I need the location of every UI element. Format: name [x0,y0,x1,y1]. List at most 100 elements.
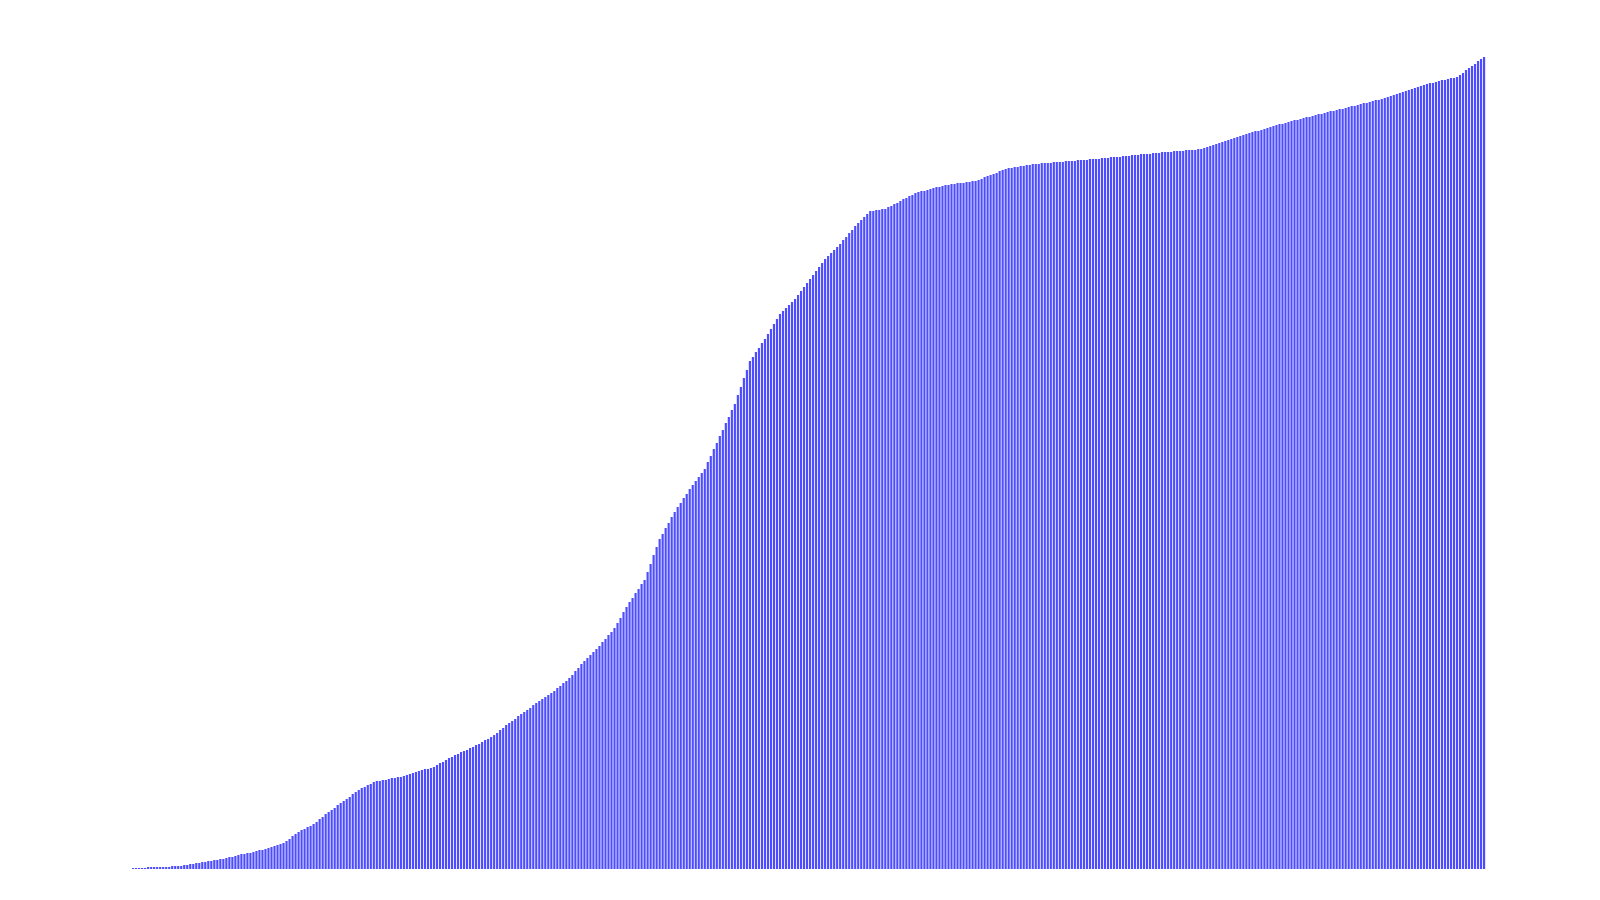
bar [745,370,748,869]
bar [592,652,595,869]
bar [447,758,451,869]
bar [664,528,667,869]
bar [646,572,649,869]
bar [875,210,878,869]
bar [796,295,800,869]
bar [691,485,694,869]
bar [1200,149,1203,869]
bar [526,710,529,869]
bar [920,191,923,869]
bar [1383,98,1386,869]
bar [568,678,571,869]
bar [465,750,469,869]
bar [790,302,794,869]
bar [640,584,643,869]
bar [673,512,676,869]
bar [1215,144,1218,869]
bar [1416,87,1419,869]
bar [634,593,637,869]
bar [1248,133,1251,869]
bar [273,846,276,869]
bar [505,725,508,869]
bar [950,184,953,869]
bar [1142,154,1146,869]
bar [1410,89,1413,869]
bar [583,661,586,869]
bar [450,757,454,869]
bar [354,792,357,869]
bar [1425,84,1428,869]
bar [748,361,751,869]
bar [267,848,270,869]
bar [210,861,213,869]
bar [135,868,138,869]
bar [1091,159,1095,869]
bar-series [132,57,1486,869]
bar [772,324,776,869]
bar [628,602,631,869]
bar [1446,79,1450,869]
bar [195,863,198,869]
bar [1347,107,1350,869]
bar [285,841,288,869]
bar [228,857,231,869]
bar [941,186,944,869]
bar [1269,127,1272,869]
bar [1052,162,1055,869]
bar [456,754,460,869]
bar [974,181,977,869]
bar [619,618,622,869]
bar [1434,82,1438,869]
bar [1332,111,1335,869]
bar [306,827,309,869]
bar [565,681,568,869]
bar [481,742,484,869]
bar [1079,160,1082,869]
bar [384,780,387,869]
bar [1380,99,1383,869]
bar [893,204,896,869]
bar [499,730,502,869]
bar [330,810,333,869]
bar [1362,103,1365,869]
bar [1194,150,1197,869]
bar [393,778,396,869]
bar [787,305,791,869]
bar [1149,154,1152,869]
bar [580,664,583,869]
bar [812,275,815,869]
bar [291,836,294,869]
bar [366,785,369,869]
bar [1461,73,1465,869]
bar [234,856,237,869]
bar [884,209,887,869]
bar [1016,167,1019,869]
bar [508,723,511,869]
bar [929,189,932,869]
bar [655,547,658,869]
bar [441,762,445,869]
bar [261,850,264,869]
bar [156,867,159,869]
bar [1311,116,1314,869]
bar [649,564,652,869]
bar [336,805,339,869]
bar [1344,108,1347,869]
bar [718,436,721,869]
bar [1115,157,1119,869]
bar [622,612,625,869]
bar [462,751,466,869]
bar [351,794,354,869]
bar [1251,132,1254,869]
bar [1356,105,1359,869]
bar [411,773,414,869]
bar [986,176,989,869]
bar [1013,167,1016,869]
bar [183,865,186,869]
bar [637,589,640,869]
bar [887,207,890,869]
bar [144,868,147,869]
bar [459,752,463,869]
bar [836,247,839,869]
bar [571,675,574,869]
